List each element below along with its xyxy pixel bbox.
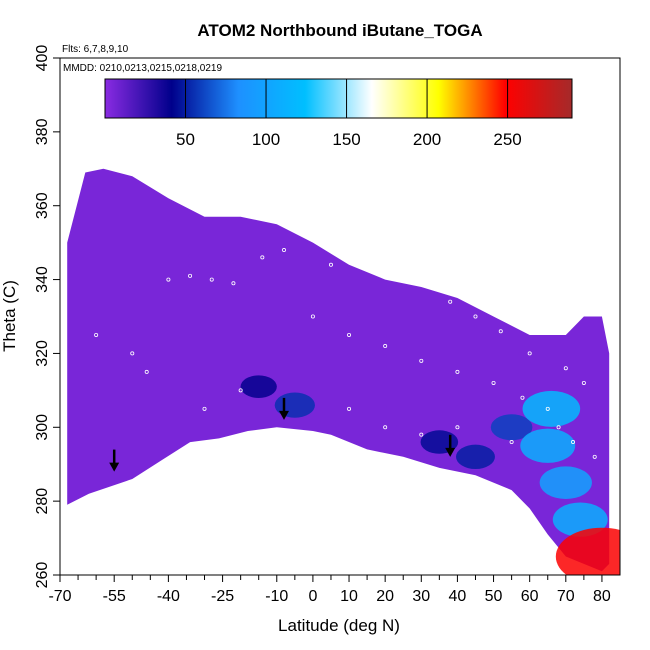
- colorbar-tick-label: 200: [413, 130, 441, 149]
- x-tick-label: -55: [103, 588, 126, 605]
- sample-point: [545, 406, 550, 411]
- chart-title: ATOM2 Northbound iButane_TOGA: [197, 21, 482, 40]
- colorbar-ticks: 50 100 150 200 250: [176, 79, 522, 149]
- sample-point: [592, 454, 597, 459]
- sample-point: [498, 329, 503, 334]
- x-tick-label: 50: [485, 588, 503, 605]
- sample-point: [209, 277, 214, 282]
- y-tick-label: 380: [34, 118, 51, 145]
- sample-point: [455, 425, 460, 430]
- x-tick-label: 80: [593, 588, 611, 605]
- sample-point: [509, 440, 514, 445]
- sample-point: [520, 395, 525, 400]
- sample-point: [556, 425, 561, 430]
- sample-point: [347, 332, 352, 337]
- sample-point: [94, 332, 99, 337]
- arrow-head: [109, 462, 120, 472]
- sample-point: [281, 248, 286, 253]
- y-tick-label: 360: [34, 192, 51, 219]
- down-arrow: [445, 434, 456, 457]
- x-tick-label: 30: [412, 588, 430, 605]
- x-tick-label: -40: [157, 588, 180, 605]
- x-tick-label: -70: [48, 588, 71, 605]
- sample-point: [563, 366, 568, 371]
- sample-point: [581, 380, 586, 385]
- y-axis: 260 280 300 320 340 360 380 400: [34, 45, 60, 589]
- sample-point: [328, 262, 333, 267]
- sample-point: [202, 406, 207, 411]
- x-tick-label: 70: [557, 588, 575, 605]
- sample-point: [383, 344, 388, 349]
- sample-point: [383, 425, 388, 430]
- sample-point: [166, 277, 171, 282]
- concentration-cell: [520, 428, 576, 463]
- x-tick-label: 20: [376, 588, 394, 605]
- sample-point: [401, 277, 406, 282]
- concentration-cell: [456, 444, 495, 469]
- down-arrow: [109, 449, 120, 472]
- sample-point: [260, 255, 265, 260]
- heatmap-layer: [67, 168, 620, 575]
- arrow-head: [279, 410, 289, 420]
- plot-frame: [59, 57, 621, 576]
- down-arrow: [279, 397, 289, 420]
- x-tick-label: 0: [308, 588, 317, 605]
- x-tick-label: -25: [211, 588, 234, 605]
- concentration-cell: [240, 375, 277, 398]
- sample-point: [419, 358, 424, 363]
- colorbar-gradient: [104, 78, 573, 119]
- sample-point: [144, 369, 149, 374]
- concentration-cell: [555, 527, 620, 575]
- sample-point: [130, 351, 135, 356]
- sample-point: [491, 380, 496, 385]
- sample-point: [231, 281, 236, 286]
- sample-point: [455, 369, 460, 374]
- sample-point: [310, 314, 315, 319]
- x-tick-label: -10: [265, 588, 288, 605]
- x-axis: -70 -55 -40 -25 -10 0 10 20 30 40 50 60 70 80: [48, 575, 611, 605]
- arrows-layer: [109, 397, 456, 472]
- sample-points-layer: [94, 248, 597, 459]
- sample-point: [419, 432, 424, 437]
- flights-subtitle: Flts: 6,7,8,9,10: [62, 44, 129, 55]
- y-axis-label: Theta (C): [0, 280, 19, 352]
- x-axis-label: Latitude (deg N): [278, 616, 400, 635]
- sample-point: [188, 273, 193, 278]
- colorbar: 50 100 150 200 250: [104, 78, 573, 149]
- concentration-cell: [490, 414, 533, 441]
- data-region: [67, 168, 610, 572]
- y-tick-label: 320: [34, 340, 51, 367]
- colorbar-tick-label: 250: [493, 130, 521, 149]
- concentration-cell: [539, 466, 592, 500]
- sample-point: [347, 406, 352, 411]
- x-tick-label: 40: [449, 588, 467, 605]
- dates-subtitle: MMDD: 0210,0213,0215,0218,0219: [63, 63, 222, 74]
- y-tick-label: 280: [34, 488, 51, 515]
- sample-point: [473, 314, 478, 319]
- colorbar-tick-label: 50: [176, 130, 195, 149]
- sample-point: [527, 351, 532, 356]
- x-tick-label: 10: [340, 588, 358, 605]
- y-tick-label: 400: [34, 45, 51, 72]
- sample-point: [448, 299, 453, 304]
- sample-point: [238, 388, 243, 393]
- arrow-head: [445, 447, 456, 457]
- y-tick-label: 340: [34, 266, 51, 293]
- concentration-cell: [522, 390, 581, 427]
- colorbar-tick-label: 150: [332, 130, 360, 149]
- y-tick-label: 260: [34, 562, 51, 589]
- x-tick-label: 60: [521, 588, 539, 605]
- colorbar-tick-label: 100: [252, 130, 280, 149]
- sample-point: [365, 266, 370, 271]
- y-tick-label: 300: [34, 414, 51, 441]
- sample-point: [571, 440, 576, 445]
